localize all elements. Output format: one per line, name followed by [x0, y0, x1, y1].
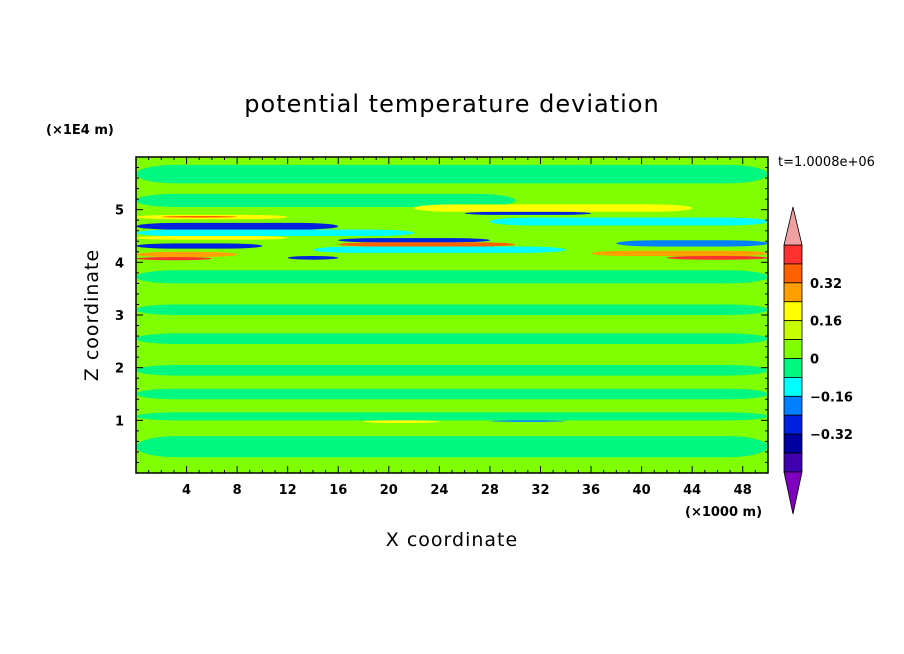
contour-band-12 [489, 217, 768, 226]
colorbar-level-9 [783, 414, 803, 435]
colorbar-level-8 [783, 395, 803, 416]
colorbar-level-10 [783, 433, 803, 454]
x-tick-label-4: 20 [380, 483, 398, 498]
contour-band-22 [136, 333, 768, 344]
contour-band-25 [136, 412, 768, 421]
contour-band-16 [287, 256, 339, 260]
contour-band-10 [464, 211, 592, 215]
contour-band-13 [338, 238, 490, 243]
y-tick-label-4: 5 [115, 204, 124, 219]
colorbar-level-1 [783, 263, 803, 284]
y-axis-label: Z coordinate [81, 249, 103, 381]
contour-band-24 [136, 388, 768, 400]
time-label: t=1.0008e+06 [778, 155, 875, 170]
contour-band-14 [338, 242, 516, 247]
contour-band-6 [136, 236, 288, 240]
x-unit-label: (×1000 m) [685, 505, 762, 520]
contour-band-7 [136, 243, 263, 249]
y-unit-label: (×1E4 m) [46, 123, 114, 138]
x-tick-label-3: 16 [329, 483, 347, 498]
x-tick-label-0: 4 [182, 483, 191, 498]
plot-area [136, 157, 768, 473]
colorbar-level-2 [783, 282, 803, 303]
contour-band-26 [363, 420, 440, 423]
contour-band-9 [136, 257, 212, 261]
colorbar-level-11 [783, 452, 803, 473]
contour-band-20 [136, 270, 768, 284]
x-axis-label: X coordinate [386, 529, 518, 551]
x-tick-label-6: 28 [481, 483, 499, 498]
contour-band-27 [489, 420, 566, 422]
colorbar-tick-label-4: −0.32 [810, 428, 853, 443]
colorbar-level-7 [783, 377, 803, 397]
y-tick-label-0: 1 [115, 414, 124, 429]
y-tick-label-3: 4 [115, 256, 124, 271]
x-tick-label-1: 8 [233, 483, 242, 498]
contour-band-28 [136, 436, 768, 458]
colorbar-level-0 [783, 244, 803, 265]
contour-band-5 [136, 229, 415, 236]
contour-band-3 [161, 215, 238, 218]
colorbar-under-arrow [783, 471, 803, 515]
contour-band-15 [312, 246, 566, 253]
x-tick-label-11: 48 [734, 483, 752, 498]
contour-band-17 [616, 240, 768, 247]
x-tick-label-2: 12 [279, 483, 297, 498]
y-axis: 1 2 3 4 5 [115, 167, 768, 463]
x-tick-label-7: 32 [531, 483, 549, 498]
x-tick-label-5: 24 [430, 483, 448, 498]
contour-band-23 [136, 365, 768, 376]
colorbar: 0.32 0.16 0 −0.16 −0.32 [783, 206, 853, 515]
contour-band-11 [414, 204, 693, 212]
contour-band-8 [136, 251, 238, 258]
colorbar-tick-label-0: 0.32 [810, 277, 842, 292]
y-tick-label-2: 3 [115, 309, 124, 324]
colorbar-tick-label-3: −0.16 [810, 390, 853, 405]
colorbar-over-arrow [783, 206, 803, 246]
colorbar-level-3 [783, 301, 803, 322]
colorbar-level-4 [783, 320, 803, 340]
contour-band-4 [136, 222, 339, 230]
contour-band-21 [136, 304, 768, 315]
colorbar-tick-label-1: 0.16 [810, 315, 842, 330]
contour-band-1 [136, 193, 516, 208]
contour-band-18 [591, 250, 768, 257]
colorbar-level-5 [783, 339, 803, 359]
x-tick-label-9: 40 [633, 483, 651, 498]
chart-title: potential temperature deviation [244, 90, 659, 118]
x-axis: 4 8 12 16 20 24 28 32 36 40 44 48 [148, 157, 756, 498]
contour-band-19 [666, 256, 768, 260]
colorbar-level-6 [783, 358, 803, 378]
contour-band-29 [136, 465, 768, 473]
contour-band-0 [136, 164, 768, 184]
x-tick-label-8: 36 [582, 483, 600, 498]
colorbar-tick-label-2: 0 [810, 353, 819, 368]
x-tick-label-10: 44 [683, 483, 701, 498]
y-tick-label-1: 2 [115, 362, 124, 377]
